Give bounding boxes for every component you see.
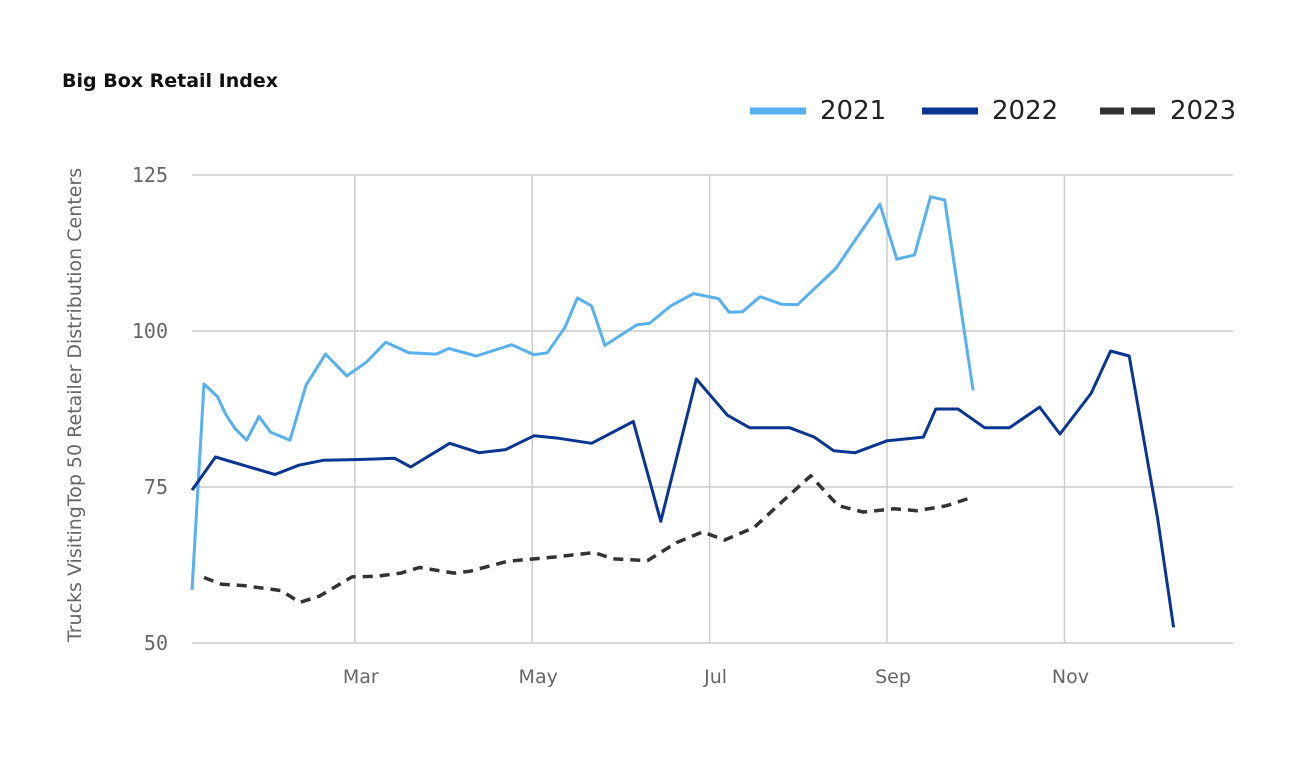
series-line-2023 [203, 474, 972, 605]
y-tick-label: 75 [144, 475, 168, 499]
chart-title: Big Box Retail Index [62, 70, 278, 92]
legend-label-2023: 2023 [1170, 96, 1236, 126]
series-line-2021 [190, 195, 975, 591]
x-tick-label: Sep [875, 666, 911, 688]
x-tick-label: Nov [1052, 666, 1089, 688]
legend-label-2021: 2021 [820, 96, 886, 126]
y-tick-label: 125 [132, 163, 168, 187]
y-tick-label: 100 [132, 319, 168, 343]
y-axis-label: Trucks VisitingTop 50 Retailer Distribut… [64, 168, 86, 643]
y-tick-label: 50 [144, 631, 168, 655]
x-tick-label: Jul [703, 666, 727, 688]
x-tick-label: Mar [343, 666, 379, 688]
chart-grid [192, 174, 1233, 644]
y-axis-ticks: 50 75 100 125 [132, 163, 168, 655]
series-line-2022 [190, 349, 1176, 628]
chart-legend: 2021 2022 2023 [750, 96, 1236, 126]
x-tick-label: May [519, 666, 558, 688]
chart-series [190, 195, 1176, 628]
legend-label-2022: 2022 [992, 96, 1058, 126]
x-axis-ticks: Mar May Jul Sep Nov [343, 666, 1089, 688]
